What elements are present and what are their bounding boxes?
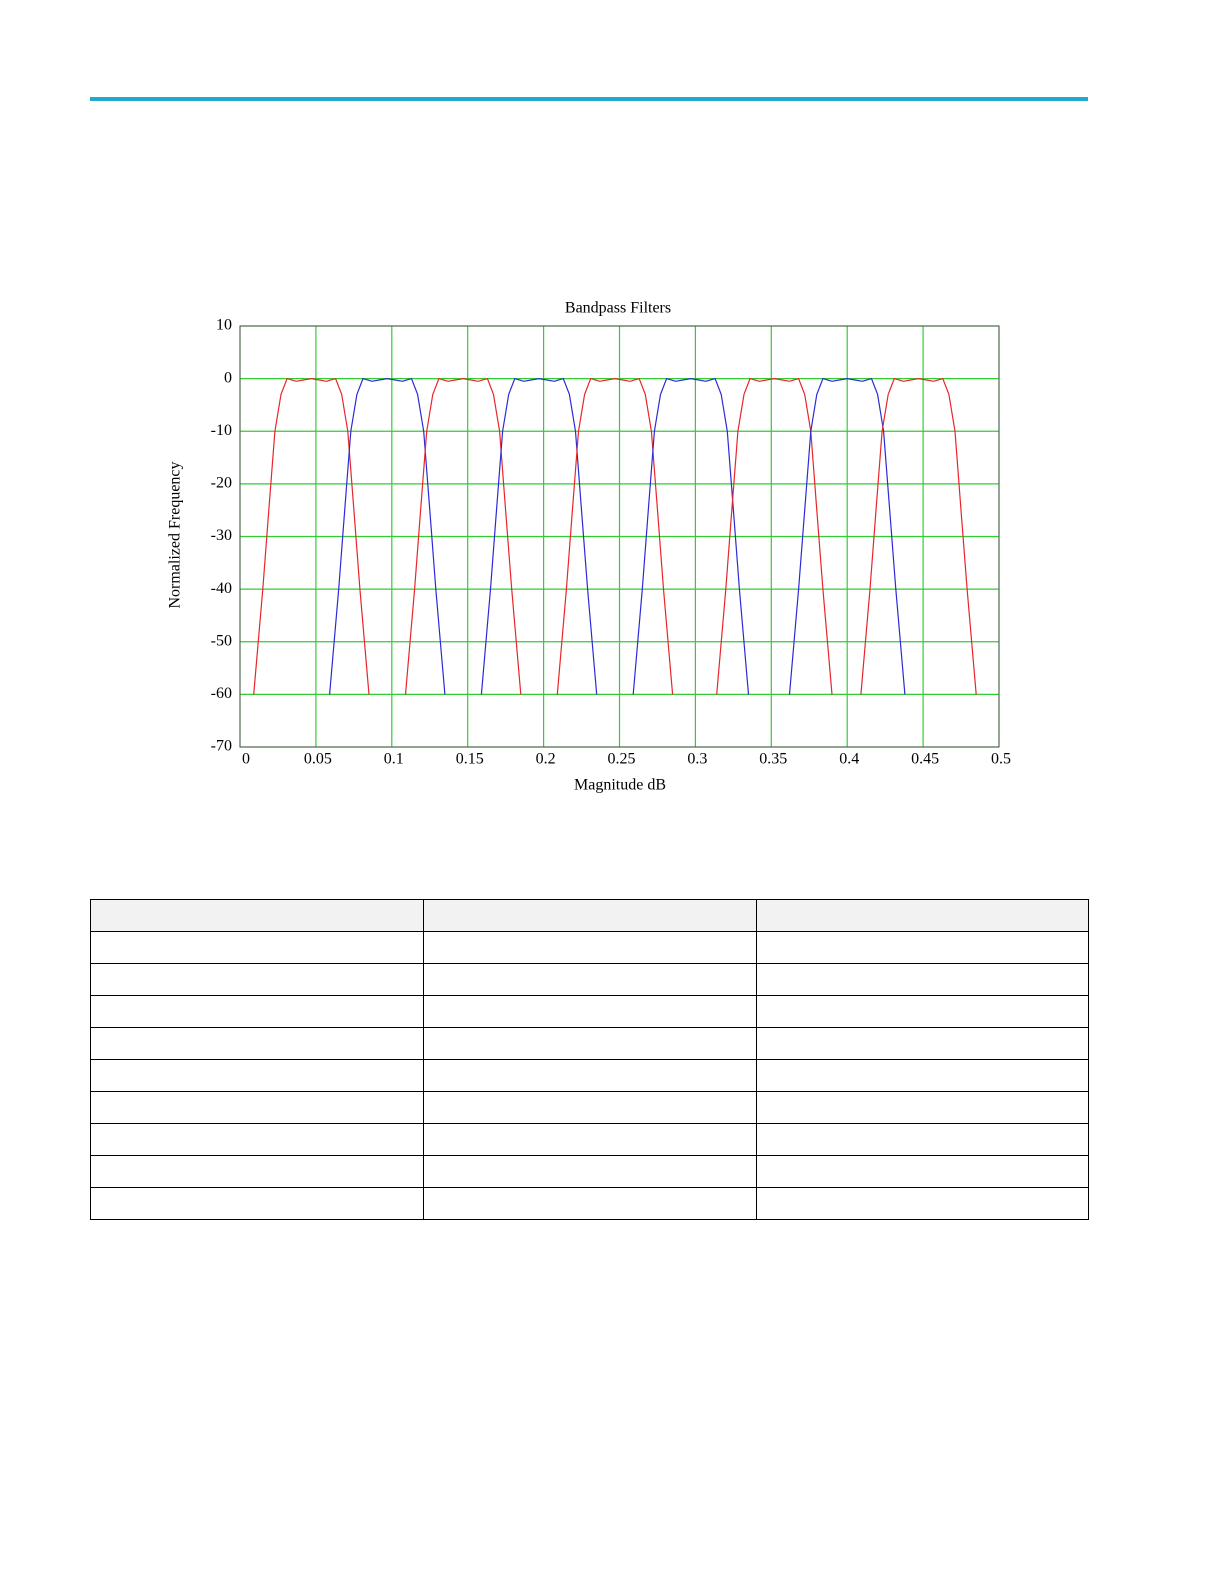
y-tick-label: -70 xyxy=(211,738,232,755)
x-tick-label: 0.5 xyxy=(991,751,1011,768)
filter-curve xyxy=(556,377,674,695)
empty-table xyxy=(90,899,1089,1220)
y-tick-label: -20 xyxy=(211,475,232,492)
plot-area: 10 0 -10 -20 -30 -40 -50 -60 -70 0 0.05 0.1 0.15 0.2 0… xyxy=(211,317,1011,768)
filter-curve xyxy=(788,377,906,695)
table-header xyxy=(90,899,1089,932)
x-axis-label: Magnitude dB xyxy=(574,777,666,794)
x-tick-label: 0.35 xyxy=(759,751,787,768)
y-tick-label: -60 xyxy=(211,685,232,702)
y-tick-label: -30 xyxy=(211,527,232,544)
filter-curve xyxy=(632,377,750,695)
filter-curve xyxy=(716,377,833,695)
filter-curve xyxy=(480,377,598,695)
y-tick-label: -10 xyxy=(211,422,232,439)
header-rule xyxy=(90,97,1088,101)
filter-curve xyxy=(329,377,446,695)
y-axis-label: Normalized Frequency xyxy=(167,461,184,608)
x-tick-label: 0.4 xyxy=(839,751,859,768)
filter-curve xyxy=(860,377,977,695)
plot-frame xyxy=(239,325,1000,748)
x-tick-label: 0.15 xyxy=(456,751,484,768)
y-tick-label: 10 xyxy=(216,317,232,334)
y-tick-label: -50 xyxy=(211,632,232,649)
x-tick-label: 0.3 xyxy=(687,751,707,768)
row-dividers xyxy=(90,931,1089,1188)
filter-curve xyxy=(404,377,522,695)
x-tick-label: 0.2 xyxy=(536,751,556,768)
y-tick-label: 0 xyxy=(224,369,232,386)
chart-title: Bandpass Filters xyxy=(565,300,671,317)
x-tick-label: 0.25 xyxy=(608,751,636,768)
x-tick-label: 0.45 xyxy=(911,751,939,768)
y-tick-label: -40 xyxy=(211,580,232,597)
filter-curve xyxy=(253,377,370,695)
x-tick-label: 0.1 xyxy=(384,751,404,768)
x-tick-label: 0 xyxy=(242,751,250,768)
x-tick-label: 0.05 xyxy=(304,751,332,768)
